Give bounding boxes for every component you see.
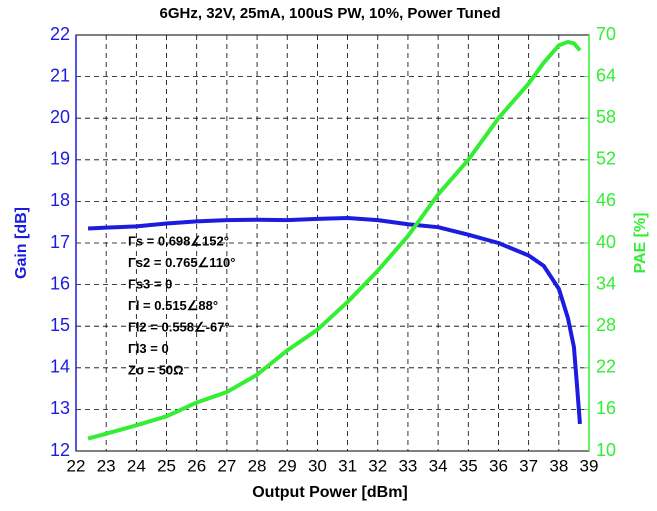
y-tick-label: 15 [50, 315, 70, 335]
annotation: Γs2 = 0.765∠110° [128, 255, 235, 270]
x-tick-label: 31 [338, 456, 357, 475]
annotation: Γs = 0.698∠152° [128, 233, 229, 248]
x-tick-label: 30 [308, 456, 327, 475]
y-tick-label: 13 [50, 398, 70, 418]
y2-tick-label: 52 [596, 149, 616, 169]
x-tick-label: 36 [489, 456, 508, 475]
y-tick-label: 14 [50, 357, 70, 377]
chart-title: 6GHz, 32V, 25mA, 100uS PW, 10%, Power Tu… [160, 5, 501, 22]
annotation: Γs3 = 0 [128, 276, 172, 291]
x-tick-label: 22 [67, 456, 86, 475]
x-tick-label: 34 [429, 456, 448, 475]
y-axis-label: Gain [dB] [13, 207, 30, 279]
x-tick-label: 28 [248, 456, 267, 475]
annotation: Γl3 = 0 [128, 341, 169, 356]
x-tick-label: 24 [127, 456, 146, 475]
x-tick-label: 27 [217, 456, 236, 475]
x-tick-label: 23 [97, 456, 116, 475]
y2-tick-label: 40 [596, 232, 616, 252]
x-tick-label: 26 [187, 456, 206, 475]
y-tick-label: 16 [50, 273, 70, 293]
line-series [87, 216, 582, 425]
line-series [87, 39, 582, 441]
y2-tick-label: 70 [596, 24, 616, 44]
y2-tick-label: 58 [596, 107, 616, 127]
x-tick-label: 37 [519, 456, 538, 475]
y2-axis-label: PAE [%] [632, 212, 649, 273]
y2-tick-label: 28 [596, 315, 616, 335]
y2-tick-label: 64 [596, 65, 616, 85]
x-tick-label: 35 [459, 456, 478, 475]
y2-tick-label: 22 [596, 357, 616, 377]
y2-tick-label: 16 [596, 398, 616, 418]
x-tick-label: 38 [549, 456, 568, 475]
y2-tick-label: 10 [596, 440, 616, 460]
y2-tick-label: 34 [596, 273, 616, 293]
y-tick-label: 12 [50, 440, 70, 460]
y-tick-label: 18 [50, 190, 70, 210]
x-tick-label: 32 [368, 456, 387, 475]
annotation: Γl = 0.515∠88° [128, 298, 218, 313]
annotation: Zo = 50Ω [128, 362, 184, 377]
annotation: Γl2 = 0.558∠-67° [128, 319, 230, 334]
y-tick-label: 19 [50, 149, 70, 169]
x-tick-label: 33 [398, 456, 417, 475]
x-tick-label: 29 [278, 456, 297, 475]
y-tick-label: 17 [50, 232, 70, 252]
y-tick-label: 21 [50, 65, 70, 85]
y-tick-label: 20 [50, 107, 70, 127]
y2-tick-label: 46 [596, 190, 616, 210]
x-tick-label: 25 [157, 456, 176, 475]
x-axis-label: Output Power [dBm] [252, 484, 408, 501]
y-tick-label: 22 [50, 24, 70, 44]
x-tick-label: 39 [580, 456, 599, 475]
